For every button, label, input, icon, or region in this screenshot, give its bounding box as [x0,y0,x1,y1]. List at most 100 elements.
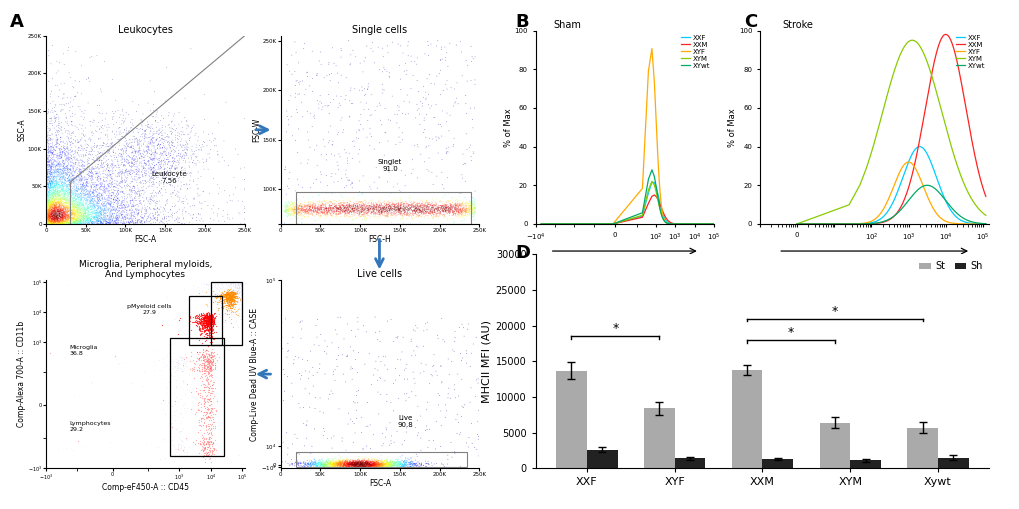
Point [393,461,410,469]
Point [372,462,388,470]
XYM [974,208,986,214]
Point [425,210,441,218]
Point [344,463,361,471]
Point [128,219,145,227]
Point [40,137,56,145]
Point [126,213,143,221]
Point [212,292,228,300]
Point [278,353,294,361]
Point [414,202,430,210]
Point [43,163,59,171]
Point [350,197,366,206]
Point [159,163,175,172]
Point [65,217,82,225]
Point [87,208,103,216]
Point [65,165,82,173]
Point [397,201,414,209]
Point [341,460,358,468]
Point [90,203,106,211]
Point [335,458,352,466]
Point [384,207,400,215]
Point [143,165,159,173]
Point [151,32,167,40]
Point [127,134,144,142]
Point [390,202,407,210]
Point [52,216,68,224]
Point [48,212,64,220]
Point [106,163,122,171]
Point [202,377,218,385]
Point [444,215,461,223]
Point [358,456,374,464]
Point [61,213,77,221]
Point [404,201,420,209]
Point [84,218,100,227]
Point [396,457,413,465]
Point [345,462,362,470]
Point [111,141,127,149]
Point [218,306,234,314]
Point [47,206,63,214]
Point [40,181,56,189]
Point [39,212,55,220]
Point [67,159,84,167]
Point [341,459,358,467]
Point [44,215,60,223]
Point [54,179,70,187]
Point [104,161,120,169]
Point [65,214,82,222]
Point [303,209,319,217]
Point [50,218,66,227]
Point [40,216,56,224]
Point [286,67,303,75]
Point [61,212,77,220]
Point [142,111,158,120]
Point [135,163,151,171]
Point [333,205,350,213]
Point [86,213,102,221]
Point [171,194,187,202]
Point [307,463,323,471]
Point [407,379,423,387]
Point [230,297,247,305]
Point [359,467,375,475]
Point [404,201,420,209]
Point [38,197,54,206]
Point [137,152,153,160]
Point [94,156,110,164]
Point [236,219,253,228]
Point [46,217,62,225]
Point [224,288,240,296]
Point [314,207,330,215]
Point [72,200,89,208]
Point [41,183,57,191]
Point [110,186,126,194]
Point [47,168,63,176]
Point [340,459,357,467]
Point [102,184,118,192]
Point [206,320,222,328]
Point [45,193,61,202]
Point [190,400,206,408]
Point [370,208,386,216]
Point [56,209,72,217]
Point [95,216,111,224]
Point [49,207,65,215]
Point [310,216,326,224]
Point [358,462,374,470]
Text: Singlet
91.0: Singlet 91.0 [377,159,401,172]
Point [39,188,55,196]
Point [44,216,60,224]
Point [438,203,454,211]
Point [430,204,446,212]
Point [38,202,54,210]
Point [41,216,57,224]
Point [416,202,432,210]
Point [64,207,81,215]
Point [198,355,214,363]
Point [198,314,214,322]
Point [340,461,357,469]
Point [217,290,233,298]
Point [291,459,308,467]
Point [365,460,381,468]
